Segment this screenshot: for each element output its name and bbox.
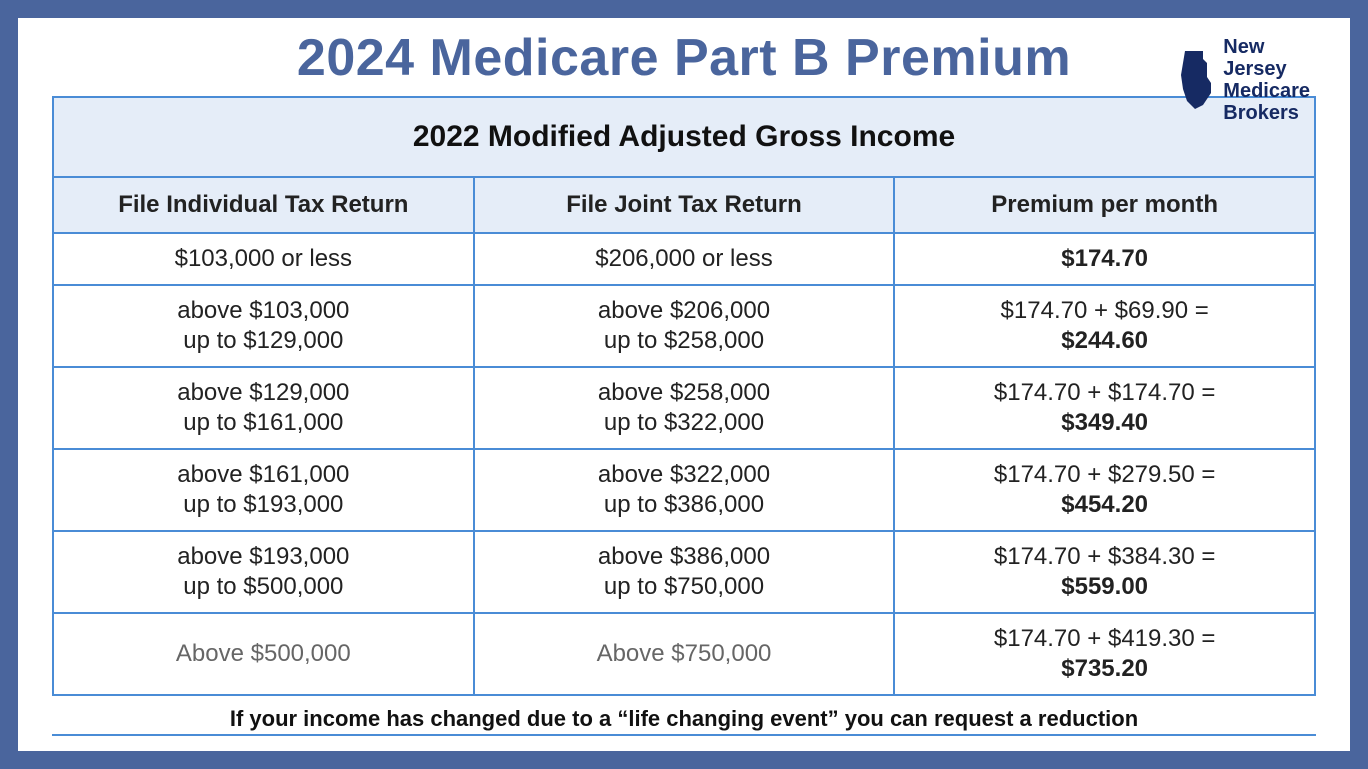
cell-premium: $174.70 + $419.30 = $735.20 [894, 613, 1315, 695]
col-header-individual: File Individual Tax Return [53, 177, 474, 233]
footnote: If your income has changed due to a “lif… [52, 698, 1316, 736]
premium-total: $735.20 [903, 654, 1306, 684]
cell-joint: above $386,000 up to $750,000 [474, 531, 895, 613]
cell-individual: above $193,000 up to $500,000 [53, 531, 474, 613]
document-frame: 2024 Medicare Part B Premium New Jersey … [0, 0, 1368, 769]
premium-total: $244.60 [903, 326, 1306, 356]
col-header-premium: Premium per month [894, 177, 1315, 233]
premium-calc: $174.70 + $69.90 = [903, 296, 1306, 326]
cell-premium: $174.70 + $279.50 = $454.20 [894, 449, 1315, 531]
premium-calc: $174.70 + $174.70 = [903, 378, 1306, 408]
cell-individual-l1: above $193,000 [62, 542, 465, 572]
premium-calc: $174.70 + $419.30 = [903, 624, 1306, 654]
cell-joint-l1: above $258,000 [483, 378, 886, 408]
cell-individual-l2: up to $129,000 [62, 326, 465, 356]
cell-individual-l2: up to $500,000 [62, 572, 465, 602]
table-header-row: File Individual Tax Return File Joint Ta… [53, 177, 1315, 233]
cell-individual-l1: above $129,000 [62, 378, 465, 408]
premium-calc: $174.70 + $279.50 = [903, 460, 1306, 490]
cell-premium: $174.70 + $69.90 = $244.60 [894, 285, 1315, 367]
cell-joint-l1: above $322,000 [483, 460, 886, 490]
cell-joint-l2: up to $386,000 [483, 490, 886, 520]
premium-calc: $174.70 + $384.30 = [903, 542, 1306, 572]
table-super-header-row: 2022 Modified Adjusted Gross Income [53, 97, 1315, 177]
cell-individual: above $103,000 up to $129,000 [53, 285, 474, 367]
table-row: above $129,000 up to $161,000 above $258… [53, 367, 1315, 449]
cell-joint: above $258,000 up to $322,000 [474, 367, 895, 449]
cell-individual-l1: above $161,000 [62, 460, 465, 490]
cell-individual-l2: up to $161,000 [62, 408, 465, 438]
cell-individual-l2: up to $193,000 [62, 490, 465, 520]
logo-line-1: New [1223, 36, 1310, 58]
cell-joint: $206,000 or less [474, 233, 895, 285]
cell-joint-l2: up to $750,000 [483, 572, 886, 602]
cell-premium: $174.70 + $174.70 = $349.40 [894, 367, 1315, 449]
cell-premium: $174.70 + $384.30 = $559.00 [894, 531, 1315, 613]
col-header-joint: File Joint Tax Return [474, 177, 895, 233]
cell-joint-l2: up to $322,000 [483, 408, 886, 438]
cell-joint-l1: above $206,000 [483, 296, 886, 326]
table-row: above $193,000 up to $500,000 above $386… [53, 531, 1315, 613]
logo-line-4: Brokers [1223, 102, 1310, 124]
cell-individual: $103,000 or less [53, 233, 474, 285]
cell-individual: Above $500,000 [53, 613, 474, 695]
nj-state-icon [1173, 49, 1217, 111]
table-row: $103,000 or less $206,000 or less $174.7… [53, 233, 1315, 285]
cell-joint: Above $750,000 [474, 613, 895, 695]
cell-individual: above $161,000 up to $193,000 [53, 449, 474, 531]
page-title: 2024 Medicare Part B Premium [52, 28, 1316, 88]
cell-joint: above $322,000 up to $386,000 [474, 449, 895, 531]
cell-joint-l1: above $386,000 [483, 542, 886, 572]
cell-premium: $174.70 [894, 233, 1315, 285]
cell-individual-l1: above $103,000 [62, 296, 465, 326]
cell-individual: above $129,000 up to $161,000 [53, 367, 474, 449]
premium-total: $174.70 [1061, 245, 1148, 272]
cell-joint-l2: up to $258,000 [483, 326, 886, 356]
cell-joint: above $206,000 up to $258,000 [474, 285, 895, 367]
table-row: above $103,000 up to $129,000 above $206… [53, 285, 1315, 367]
premium-total: $559.00 [903, 572, 1306, 602]
premium-total: $454.20 [903, 490, 1306, 520]
logo: New Jersey Medicare Brokers [1173, 36, 1310, 124]
premium-total: $349.40 [903, 408, 1306, 438]
logo-line-2: Jersey [1223, 58, 1310, 80]
logo-text: New Jersey Medicare Brokers [1223, 36, 1310, 124]
premium-table: 2022 Modified Adjusted Gross Income File… [52, 96, 1316, 696]
super-header: 2022 Modified Adjusted Gross Income [53, 97, 1315, 177]
table-row: Above $500,000 Above $750,000 $174.70 + … [53, 613, 1315, 695]
table-row: above $161,000 up to $193,000 above $322… [53, 449, 1315, 531]
logo-line-3: Medicare [1223, 80, 1310, 102]
